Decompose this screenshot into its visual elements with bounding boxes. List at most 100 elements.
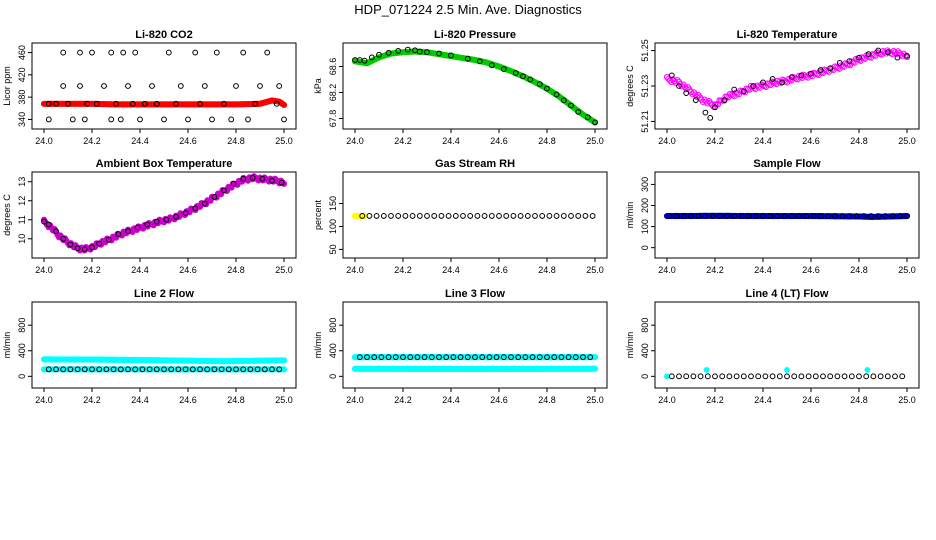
data-point (760, 213, 766, 219)
x-tick-label: 24.0 (658, 395, 676, 405)
data-point (536, 354, 543, 361)
plot-frame (342, 171, 608, 259)
x-tick-label: 25.0 (586, 395, 604, 405)
series-rh (351, 212, 368, 220)
data-point (760, 79, 766, 86)
data-point (892, 373, 898, 380)
y-tick-label: 100 (328, 219, 338, 234)
data-point (517, 213, 524, 219)
y-tick-label: 800 (328, 318, 338, 333)
data-point (899, 373, 906, 380)
data-point (280, 366, 288, 373)
data-point (228, 116, 235, 123)
chart-title: Line 3 Flow (445, 288, 505, 300)
x-tick-label: 24.8 (850, 265, 868, 275)
data-point (476, 58, 483, 65)
data-point (882, 213, 889, 219)
chart-panel-4: Ambient Box Temperature degrees C 24.0 24.2… (2, 158, 297, 275)
data-point (144, 221, 151, 228)
data-point (891, 49, 899, 56)
chart-title: Li-820 Pressure (434, 29, 516, 41)
data-point (695, 213, 702, 219)
data-point (587, 354, 594, 361)
data-point (568, 102, 574, 109)
series-licor_temp (663, 47, 911, 110)
plot-frame (342, 42, 608, 130)
data-point (89, 244, 95, 251)
data-point (269, 177, 275, 184)
data-point (719, 373, 726, 380)
y-axis-label: degrees C (2, 194, 12, 236)
data-point (846, 213, 853, 219)
data-point (395, 213, 402, 219)
data-point (805, 373, 812, 380)
data-point (218, 366, 225, 373)
data-point (197, 366, 203, 373)
data-point (264, 49, 271, 56)
x-tick-label: 24.4 (442, 395, 460, 405)
x-tick-label: 24.4 (754, 265, 772, 275)
y-tick-label: 800 (17, 318, 27, 333)
data-point (182, 210, 189, 216)
data-point (510, 213, 517, 219)
y-tick-label: 200 (640, 198, 650, 213)
data-point (254, 366, 261, 373)
data-point (524, 213, 531, 219)
x-tick-label: 24.6 (490, 395, 508, 405)
y-axis-label: ml/min (625, 332, 635, 359)
data-point (716, 213, 723, 219)
data-point (280, 357, 288, 364)
data-point (269, 366, 275, 373)
chart-title: Line 4 (LT) Flow (746, 288, 829, 300)
series-licor_co2 (40, 97, 288, 109)
data-point (53, 228, 59, 235)
data-point (673, 213, 680, 219)
data-point (500, 66, 507, 72)
data-point (125, 83, 131, 89)
series-reference_points (668, 373, 906, 380)
data-point (416, 48, 423, 55)
data-point (856, 373, 862, 380)
x-tick-label: 25.0 (275, 265, 293, 275)
x-tick-label: 24.0 (35, 395, 53, 405)
data-point (481, 213, 488, 219)
series-reference_points (352, 46, 598, 126)
data-point (582, 213, 589, 219)
y-tick-label: 10 (17, 234, 27, 244)
y-tick-label: 0 (640, 374, 650, 379)
chart-panel-3: Li-820 Temperature degrees C 24.0 24.2 24.4 2… (625, 29, 920, 146)
data-point (798, 373, 805, 380)
data-point (551, 354, 558, 361)
x-tick-label: 24.6 (179, 265, 197, 275)
x-tick-label: 24.2 (83, 136, 101, 146)
data-point (443, 354, 450, 361)
data-point (438, 213, 445, 219)
data-point (120, 49, 127, 56)
data-point (380, 213, 387, 219)
x-tick-label: 24.2 (394, 265, 412, 275)
chart-panel-5: Gas Stream RH percent 24.0 24.2 24.4 24.6 24.8… (313, 158, 608, 275)
plot-frame (654, 301, 920, 389)
x-tick-label: 24.8 (850, 395, 868, 405)
data-point (721, 97, 728, 104)
data-point (496, 213, 502, 219)
data-point (824, 213, 831, 219)
data-point (450, 354, 457, 361)
x-tick-label: 24.4 (131, 136, 149, 146)
data-point (733, 373, 740, 380)
x-tick-label: 24.0 (346, 265, 364, 275)
data-point (404, 46, 411, 53)
data-point (177, 83, 184, 89)
data-point (544, 354, 550, 361)
y-axis-label: percent (313, 199, 323, 230)
data-point (247, 366, 254, 373)
series-line4 (664, 367, 871, 380)
data-point (165, 49, 172, 56)
data-point (712, 104, 718, 111)
data-point (101, 83, 107, 89)
data-point (373, 213, 380, 219)
data-point (666, 77, 674, 84)
data-point (863, 373, 870, 380)
data-point (668, 72, 675, 79)
data-point (904, 213, 910, 219)
